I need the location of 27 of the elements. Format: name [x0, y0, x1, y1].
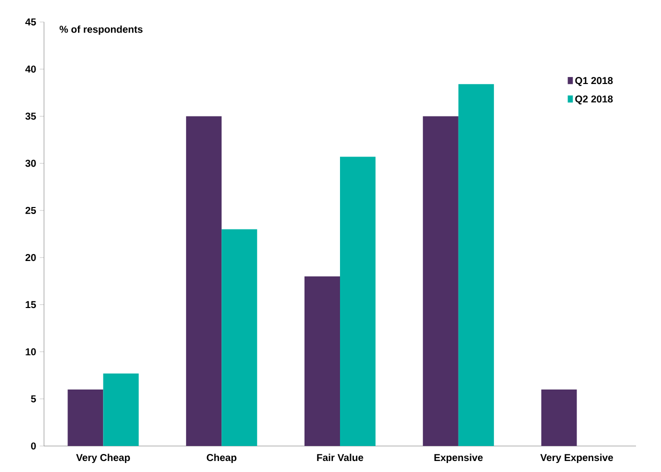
- bar: [103, 373, 139, 446]
- legend-label: Q1 2018: [575, 77, 613, 86]
- bar: [458, 84, 494, 446]
- bar: [422, 116, 458, 446]
- x-tick-label: Very Cheap: [76, 454, 130, 464]
- y-tick-label: 30: [25, 160, 36, 167]
- x-tick-label: Very Expensive: [540, 454, 614, 464]
- y-tick-label: 20: [25, 254, 36, 262]
- x-tick-label: Expensive: [434, 454, 483, 464]
- y-axis-title: % of respondents: [60, 26, 143, 35]
- y-tick-label: 0: [31, 442, 36, 450]
- y-tick-label: 10: [26, 348, 36, 356]
- y-tick-label: 35: [25, 112, 36, 120]
- y-tick-label: 40: [25, 66, 36, 73]
- bar: [222, 229, 258, 446]
- bar: [186, 116, 222, 446]
- bar: [68, 389, 104, 446]
- y-tick-label: 25: [25, 206, 36, 214]
- bar: [541, 389, 577, 446]
- bar: [340, 156, 376, 446]
- y-tick-label: 5: [31, 395, 36, 402]
- y-tick-label: 15: [26, 301, 36, 308]
- x-tick-label: Cheap: [206, 454, 236, 464]
- y-tick-label: 45: [25, 18, 36, 26]
- legend-label: Q2 2018: [575, 95, 613, 104]
- bar: [304, 276, 340, 446]
- x-tick-label: Fair Value: [317, 454, 364, 462]
